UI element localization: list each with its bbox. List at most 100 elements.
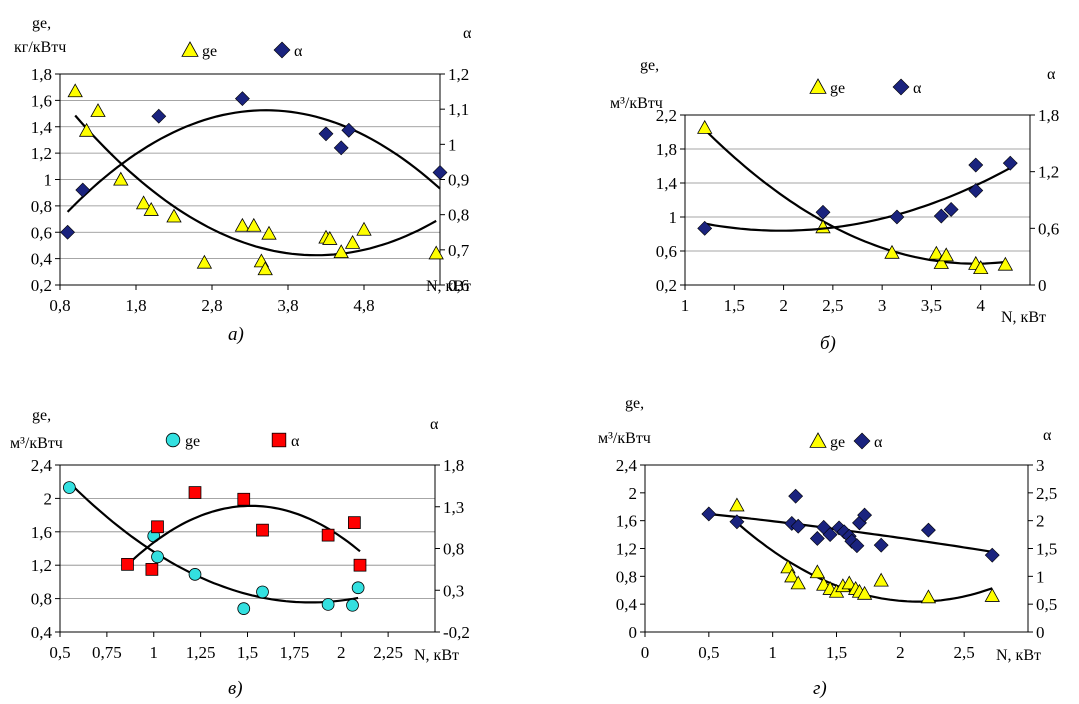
data-point-ge [196,254,213,269]
data-point-ge [333,244,349,259]
legend-marker [892,78,910,96]
ytick-label: 1,4 [31,118,53,137]
ytick-label: 0,2 [656,276,677,295]
trendline-alpha [126,504,361,566]
ytick-label: 1 [44,171,53,190]
chart-b: ge, м³/кВтч α N, кВт б) 0,2 0,6 1 1,4 1,8 2,2… [610,57,1059,354]
y2tick-label: 0,7 [448,241,470,260]
data-point-alpha [857,507,873,523]
caption: в) [228,678,243,699]
data-point-ge [188,568,202,581]
data-point-alpha [348,516,361,529]
ylabel-top: ge, [32,15,51,32]
xtick-label: 1,75 [280,643,310,662]
data-point-alpha [75,182,91,198]
ylabel-unit: м³/кВтч [610,95,663,112]
data-point-alpha [889,209,905,225]
data-point-ge [346,598,359,612]
data-point-alpha [333,140,349,156]
xtick-label: 0,5 [698,643,719,662]
data-point-ge [729,497,745,512]
ylabel-top: ge, [32,407,51,424]
ylabel-unit: кг/кВтч [14,39,66,56]
legend-label: ge [202,43,217,60]
xtick-label: 3,8 [277,296,298,315]
xtick-label: 2,5 [822,296,843,315]
ytick-label: 1,8 [31,65,52,84]
ytick-label: 0,6 [656,242,677,261]
chart-g: ge, м³/кВтч α N, кВт г) 0 0,4 0,8 1,2 1,6 2 2,… [598,395,1057,699]
y2tick-label: 0,6 [448,276,469,295]
data-point-alpha [60,224,76,240]
legend-label: α [294,43,303,60]
data-point-ge [256,585,269,599]
xtick-label: 0,75 [92,643,122,662]
y2tick-label: 0,8 [448,206,469,225]
data-point-alpha [321,528,335,542]
y2tick-label: 0,8 [443,540,464,559]
plot-frame [684,114,1031,286]
xtick-label: 0 [641,643,650,662]
legend-label: α [874,434,883,451]
ytick-label: 1 [669,208,678,227]
y2tick-label: 2,5 [1036,484,1057,503]
y2label: α [1047,66,1056,83]
data-point-alpha [873,537,889,553]
xtick-label: 2 [779,296,788,315]
y2tick-label: 1,8 [1038,106,1059,125]
data-point-ge [428,245,444,260]
ytick-label: 0 [629,623,638,642]
ytick-label: 0,4 [31,250,53,269]
data-point-alpha [943,202,959,217]
data-point-ge [841,575,857,590]
y2tick-label: 2 [1036,512,1045,531]
y2tick-label: 0,5 [1036,595,1057,614]
legend-label: α [291,433,300,450]
xtick-label: 0,5 [49,643,70,662]
y2tick-label: 1 [448,135,457,154]
ytick-label: 2 [44,489,53,508]
trendline-ge [74,114,437,257]
y2tick-label: 1,3 [443,498,464,517]
data-point-alpha [984,547,1000,563]
data-point-ge [997,256,1014,271]
xtick-label: 4 [976,296,985,315]
xtick-label: 2 [337,643,346,662]
data-point-alpha [920,522,936,538]
data-point-ge [234,217,251,232]
y2tick-label: 0,6 [1038,219,1059,238]
legend-label: α [913,80,922,97]
xtick-label: 4,8 [353,296,374,315]
data-point-ge [135,195,152,210]
y2tick-label: 0 [1038,276,1047,295]
data-point-alpha [697,220,713,236]
ytick-label: 1,8 [656,140,677,159]
data-point-alpha [809,531,825,546]
y2label: α [463,25,472,42]
data-point-alpha [145,563,159,576]
ytick-label: 1,2 [616,540,637,559]
data-point-alpha [237,492,251,506]
data-point-alpha [968,183,984,198]
ytick-label: 1,6 [31,91,52,110]
legend-marker [853,432,871,450]
y2tick-label: 1,2 [1038,163,1059,182]
y2tick-label: 0,3 [443,581,464,600]
xtick-label: 1 [768,643,777,662]
legend-marker [181,41,199,57]
data-point-ge [166,208,182,223]
data-point-ge [63,481,76,494]
xlabel: N, кВт [414,647,459,664]
data-point-ge [790,575,806,590]
xtick-label: 1,8 [125,296,146,315]
data-point-alpha [188,486,202,499]
data-point-alpha [815,204,831,220]
caption: а) [228,324,244,345]
data-point-alpha [256,523,269,537]
ytick-label: 2,4 [616,456,638,475]
data-point-ge [356,221,372,236]
data-point-ge [784,568,800,583]
data-point-alpha [151,108,167,124]
ytick-label: 2,4 [31,456,53,475]
